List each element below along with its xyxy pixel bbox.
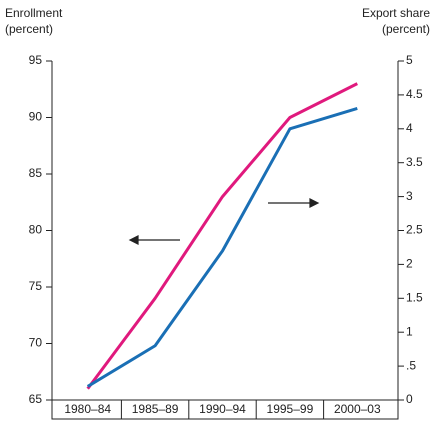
y-tick-label: 90 [29, 110, 43, 124]
x-axis-box [51, 399, 399, 420]
y2-tick-label: 4 [406, 121, 413, 135]
y2-axis-label: (percent) [382, 22, 430, 36]
y2-tick-label: 0 [406, 392, 413, 406]
y-tick-label: 95 [29, 53, 43, 67]
y2-tick-label: 3.5 [406, 155, 423, 169]
y2-tick-label: 4.5 [406, 87, 423, 101]
arrow-right [268, 198, 320, 208]
y2-tick-label: .5 [406, 358, 416, 372]
y-tick-label: 75 [29, 279, 43, 293]
x-tick-label: 1985–89 [132, 402, 179, 416]
series-line [86, 82, 358, 390]
series-line [86, 107, 358, 388]
x-tick-label: 2000–03 [334, 402, 381, 416]
y-tick-label: 85 [29, 166, 43, 180]
y2-tick-label: 2 [406, 257, 413, 271]
x-tick-label: 1980–84 [64, 402, 111, 416]
y2-tick-label: 2.5 [406, 223, 423, 237]
y2-tick-label: 3 [406, 189, 413, 203]
x-tick-label: 1990–94 [199, 402, 246, 416]
y2-tick-label: 1 [406, 324, 413, 338]
y-tick-label: 70 [29, 336, 43, 350]
arrow-left [128, 235, 180, 245]
x-tick-label: 1995–99 [267, 402, 314, 416]
y-axis-label: (percent) [5, 22, 53, 36]
y-axis-label: Enrollment [5, 6, 63, 20]
y2-axis-label: Export share [362, 6, 430, 20]
y-tick-label: 65 [29, 392, 43, 406]
y2-tick-label: 1.5 [406, 290, 423, 304]
y2-tick-label: 5 [406, 53, 413, 67]
y-tick-label: 80 [29, 223, 43, 237]
